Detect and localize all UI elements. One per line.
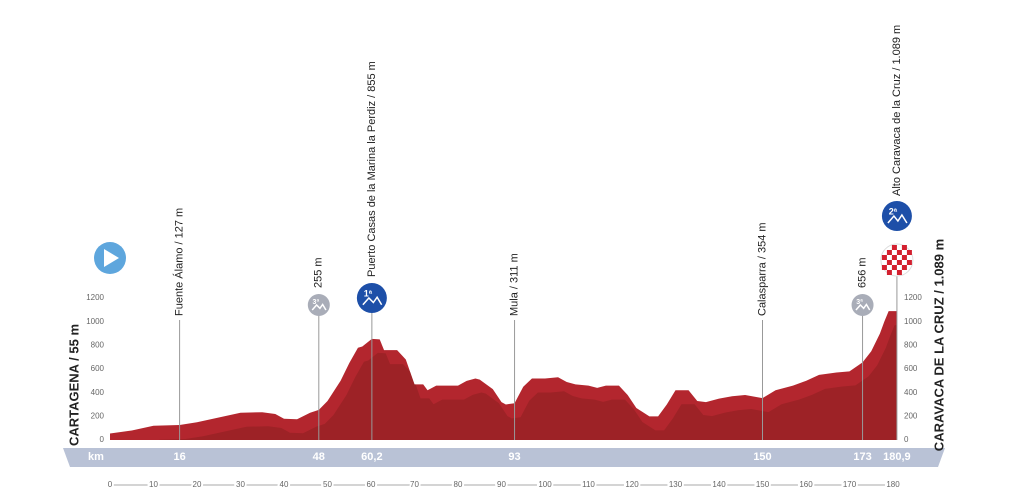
km-marker: 150 bbox=[753, 451, 771, 463]
finish-square bbox=[896, 260, 902, 265]
finish-square bbox=[906, 260, 912, 265]
y-tick-label: 1200 bbox=[86, 293, 104, 302]
profile-shade bbox=[116, 325, 897, 440]
km-marker: 173 bbox=[853, 451, 871, 463]
km-marker: 16 bbox=[173, 451, 185, 463]
annotation-label: 656 m bbox=[856, 257, 868, 288]
finish-square bbox=[901, 245, 907, 250]
km-marker: 48 bbox=[313, 451, 325, 463]
finish-square bbox=[881, 255, 887, 260]
y-tick-label: 0 bbox=[100, 435, 105, 444]
x-tick-label: 60 bbox=[367, 480, 376, 489]
km-marker: 180,9 bbox=[883, 451, 911, 463]
km-marker: 60,2 bbox=[361, 451, 382, 463]
x-tick-label: 130 bbox=[669, 480, 683, 489]
climb-mountain bbox=[362, 295, 383, 306]
finish-square bbox=[896, 250, 902, 255]
y2-tick-label: 600 bbox=[904, 364, 918, 373]
profile-area bbox=[110, 311, 897, 440]
start-label: CARTAGENA / 55 m bbox=[66, 324, 81, 446]
x-tick-label: 20 bbox=[193, 480, 202, 489]
y-tick-label: 200 bbox=[91, 411, 105, 420]
x-tick-label: 150 bbox=[756, 480, 770, 489]
climb-mountain bbox=[887, 213, 908, 224]
climb-icon bbox=[881, 201, 912, 231]
climb-icon bbox=[356, 283, 387, 313]
climb-category: 2ª bbox=[889, 206, 898, 216]
y2-tick-label: 1000 bbox=[904, 317, 922, 326]
climb-category: 3ª bbox=[313, 299, 320, 306]
x-tick-label: 170 bbox=[843, 480, 857, 489]
annotation-label: Alto Caravaca de la Cruz / 1.089 m bbox=[891, 25, 903, 196]
x-tick-label: 0 bbox=[108, 480, 113, 489]
climb-mountain bbox=[855, 303, 871, 311]
finish-square bbox=[891, 245, 897, 250]
finish-square bbox=[891, 255, 897, 260]
x-tick-label: 180 bbox=[886, 480, 900, 489]
finish-flag bbox=[880, 243, 914, 277]
x-tick-label: 70 bbox=[410, 480, 419, 489]
finish-square bbox=[906, 250, 912, 255]
finish-square bbox=[886, 250, 892, 255]
x-tick-label: 100 bbox=[538, 480, 552, 489]
annotation-label: 255 m bbox=[313, 257, 325, 288]
climb-mountain bbox=[311, 303, 327, 311]
x-tick-label: 90 bbox=[497, 480, 506, 489]
y2-tick-label: 400 bbox=[904, 388, 918, 397]
climb-icon bbox=[307, 294, 330, 316]
km-label: km bbox=[88, 451, 104, 463]
x-tick-label: 110 bbox=[582, 480, 595, 489]
finish-square bbox=[881, 265, 887, 270]
y2-tick-label: 0 bbox=[904, 435, 909, 444]
x-tick-label: 50 bbox=[323, 480, 332, 489]
finish-square bbox=[886, 260, 892, 265]
y2-tick-label: 1200 bbox=[904, 293, 922, 302]
finish-square bbox=[901, 255, 907, 260]
y2-tick-label: 200 bbox=[904, 411, 918, 420]
finish-square bbox=[901, 265, 907, 270]
x-tick-label: 160 bbox=[799, 480, 813, 489]
annotation-label: Fuente Álamo / 127 m bbox=[173, 208, 186, 316]
annotation-label: Mula / 311 m bbox=[508, 253, 520, 316]
km-marker: 93 bbox=[508, 451, 520, 463]
climb-category: 3ª bbox=[856, 299, 863, 306]
x-tick-label: 30 bbox=[236, 480, 245, 489]
annotation-label: Puerto Casas de la Marina la Perdiz / 85… bbox=[366, 61, 378, 277]
x-tick-label: 140 bbox=[712, 480, 726, 489]
x-tick-label: 40 bbox=[280, 480, 289, 489]
km-bar bbox=[63, 448, 945, 467]
y2-tick-label: 800 bbox=[904, 340, 918, 349]
finish-square bbox=[886, 270, 892, 275]
finish-square bbox=[891, 265, 897, 270]
climb-icon bbox=[851, 294, 874, 316]
y-tick-label: 1000 bbox=[86, 317, 104, 326]
y-tick-label: 800 bbox=[91, 340, 105, 349]
x-tick-label: 10 bbox=[149, 480, 158, 489]
start-icon bbox=[94, 242, 126, 274]
climb-category: 1ª bbox=[364, 288, 373, 298]
x-tick-label: 80 bbox=[454, 480, 463, 489]
finish-square bbox=[896, 270, 902, 275]
y-tick-label: 400 bbox=[91, 388, 105, 397]
finish-label: CARAVACA DE LA CRUZ / 1.089 m bbox=[931, 239, 946, 451]
annotation-label: Calasparra / 354 m bbox=[756, 222, 768, 316]
y-tick-label: 600 bbox=[91, 364, 105, 373]
x-tick-label: 120 bbox=[625, 480, 639, 489]
